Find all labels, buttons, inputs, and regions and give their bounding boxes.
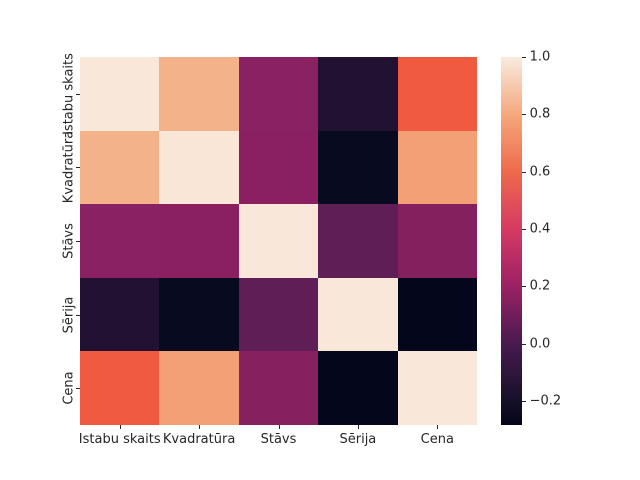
colorbar-tick-mark <box>521 400 526 402</box>
heatmap-cell <box>397 204 478 279</box>
heatmap-cell <box>159 351 240 426</box>
heatmap-cell <box>159 204 240 279</box>
colorbar-tick-mark <box>521 114 526 116</box>
y-tick-mark <box>76 93 80 95</box>
x-tick-label: Stāvs <box>260 432 297 447</box>
heatmap-cell <box>238 204 319 279</box>
y-tick-label: Stāvs <box>61 223 77 259</box>
x-tick-mark <box>119 425 121 429</box>
heatmap-cell <box>397 277 478 352</box>
x-tick-label: Cena <box>420 432 454 447</box>
colorbar-tick-label: 0.8 <box>529 106 551 122</box>
heatmap-cell <box>238 351 319 426</box>
heatmap-cell <box>80 204 160 279</box>
heatmap-cell <box>318 204 399 279</box>
colorbar-tick-mark <box>521 171 526 173</box>
x-tick-mark <box>437 425 439 429</box>
colorbar-tick-mark <box>521 286 526 288</box>
heatmap-cell <box>159 130 240 205</box>
x-tick-mark <box>199 425 201 429</box>
heatmap-cell <box>397 57 478 132</box>
heatmap-cell <box>159 277 240 352</box>
heatmap-cell <box>80 351 160 426</box>
x-tick-label: Istabu skaits <box>78 432 161 447</box>
heatmap-cell <box>80 277 160 352</box>
y-tick-mark <box>76 388 80 390</box>
heatmap-cell <box>397 351 478 426</box>
heatmap-cell <box>80 57 160 132</box>
colorbar-tick-mark <box>521 57 526 58</box>
colorbar-tick-mark <box>521 228 526 230</box>
heatmap-cell <box>318 277 399 352</box>
colorbar-tick-label: 1.0 <box>529 49 551 65</box>
heatmap-cell <box>80 130 160 205</box>
y-tick-mark <box>76 167 80 169</box>
heatmap-cell <box>318 351 399 426</box>
heatmap-cell <box>397 130 478 205</box>
heatmap-cell <box>238 277 319 352</box>
y-tick-label: Kvadratūra <box>61 131 77 204</box>
x-tick-mark <box>278 425 280 429</box>
colorbar-tick-label: 0.2 <box>529 278 551 294</box>
colorbar-tick-label: −0.2 <box>529 393 562 409</box>
x-tick-label: Kvadratūra <box>162 432 236 447</box>
y-tick-mark <box>76 241 80 242</box>
colorbar-tick-label: 0.0 <box>529 336 551 352</box>
y-tick-mark <box>76 314 80 316</box>
heatmap-cell <box>318 130 399 205</box>
heatmap-cell <box>318 57 399 132</box>
colorbar-tick-label: 0.4 <box>529 221 551 237</box>
y-tick-label: Istabu skaits <box>61 52 77 135</box>
x-tick-label: Sērija <box>339 432 377 447</box>
heatmap-cell <box>159 57 240 132</box>
heatmap-cell <box>238 130 319 205</box>
y-tick-label: Cena <box>61 371 77 405</box>
colorbar-tick-mark <box>521 343 526 345</box>
colorbar-tick-label: 0.6 <box>529 164 551 180</box>
heatmap-cell <box>238 57 319 132</box>
y-tick-label: Sērija <box>61 296 77 333</box>
colorbar <box>501 57 522 425</box>
x-tick-mark <box>357 425 359 429</box>
